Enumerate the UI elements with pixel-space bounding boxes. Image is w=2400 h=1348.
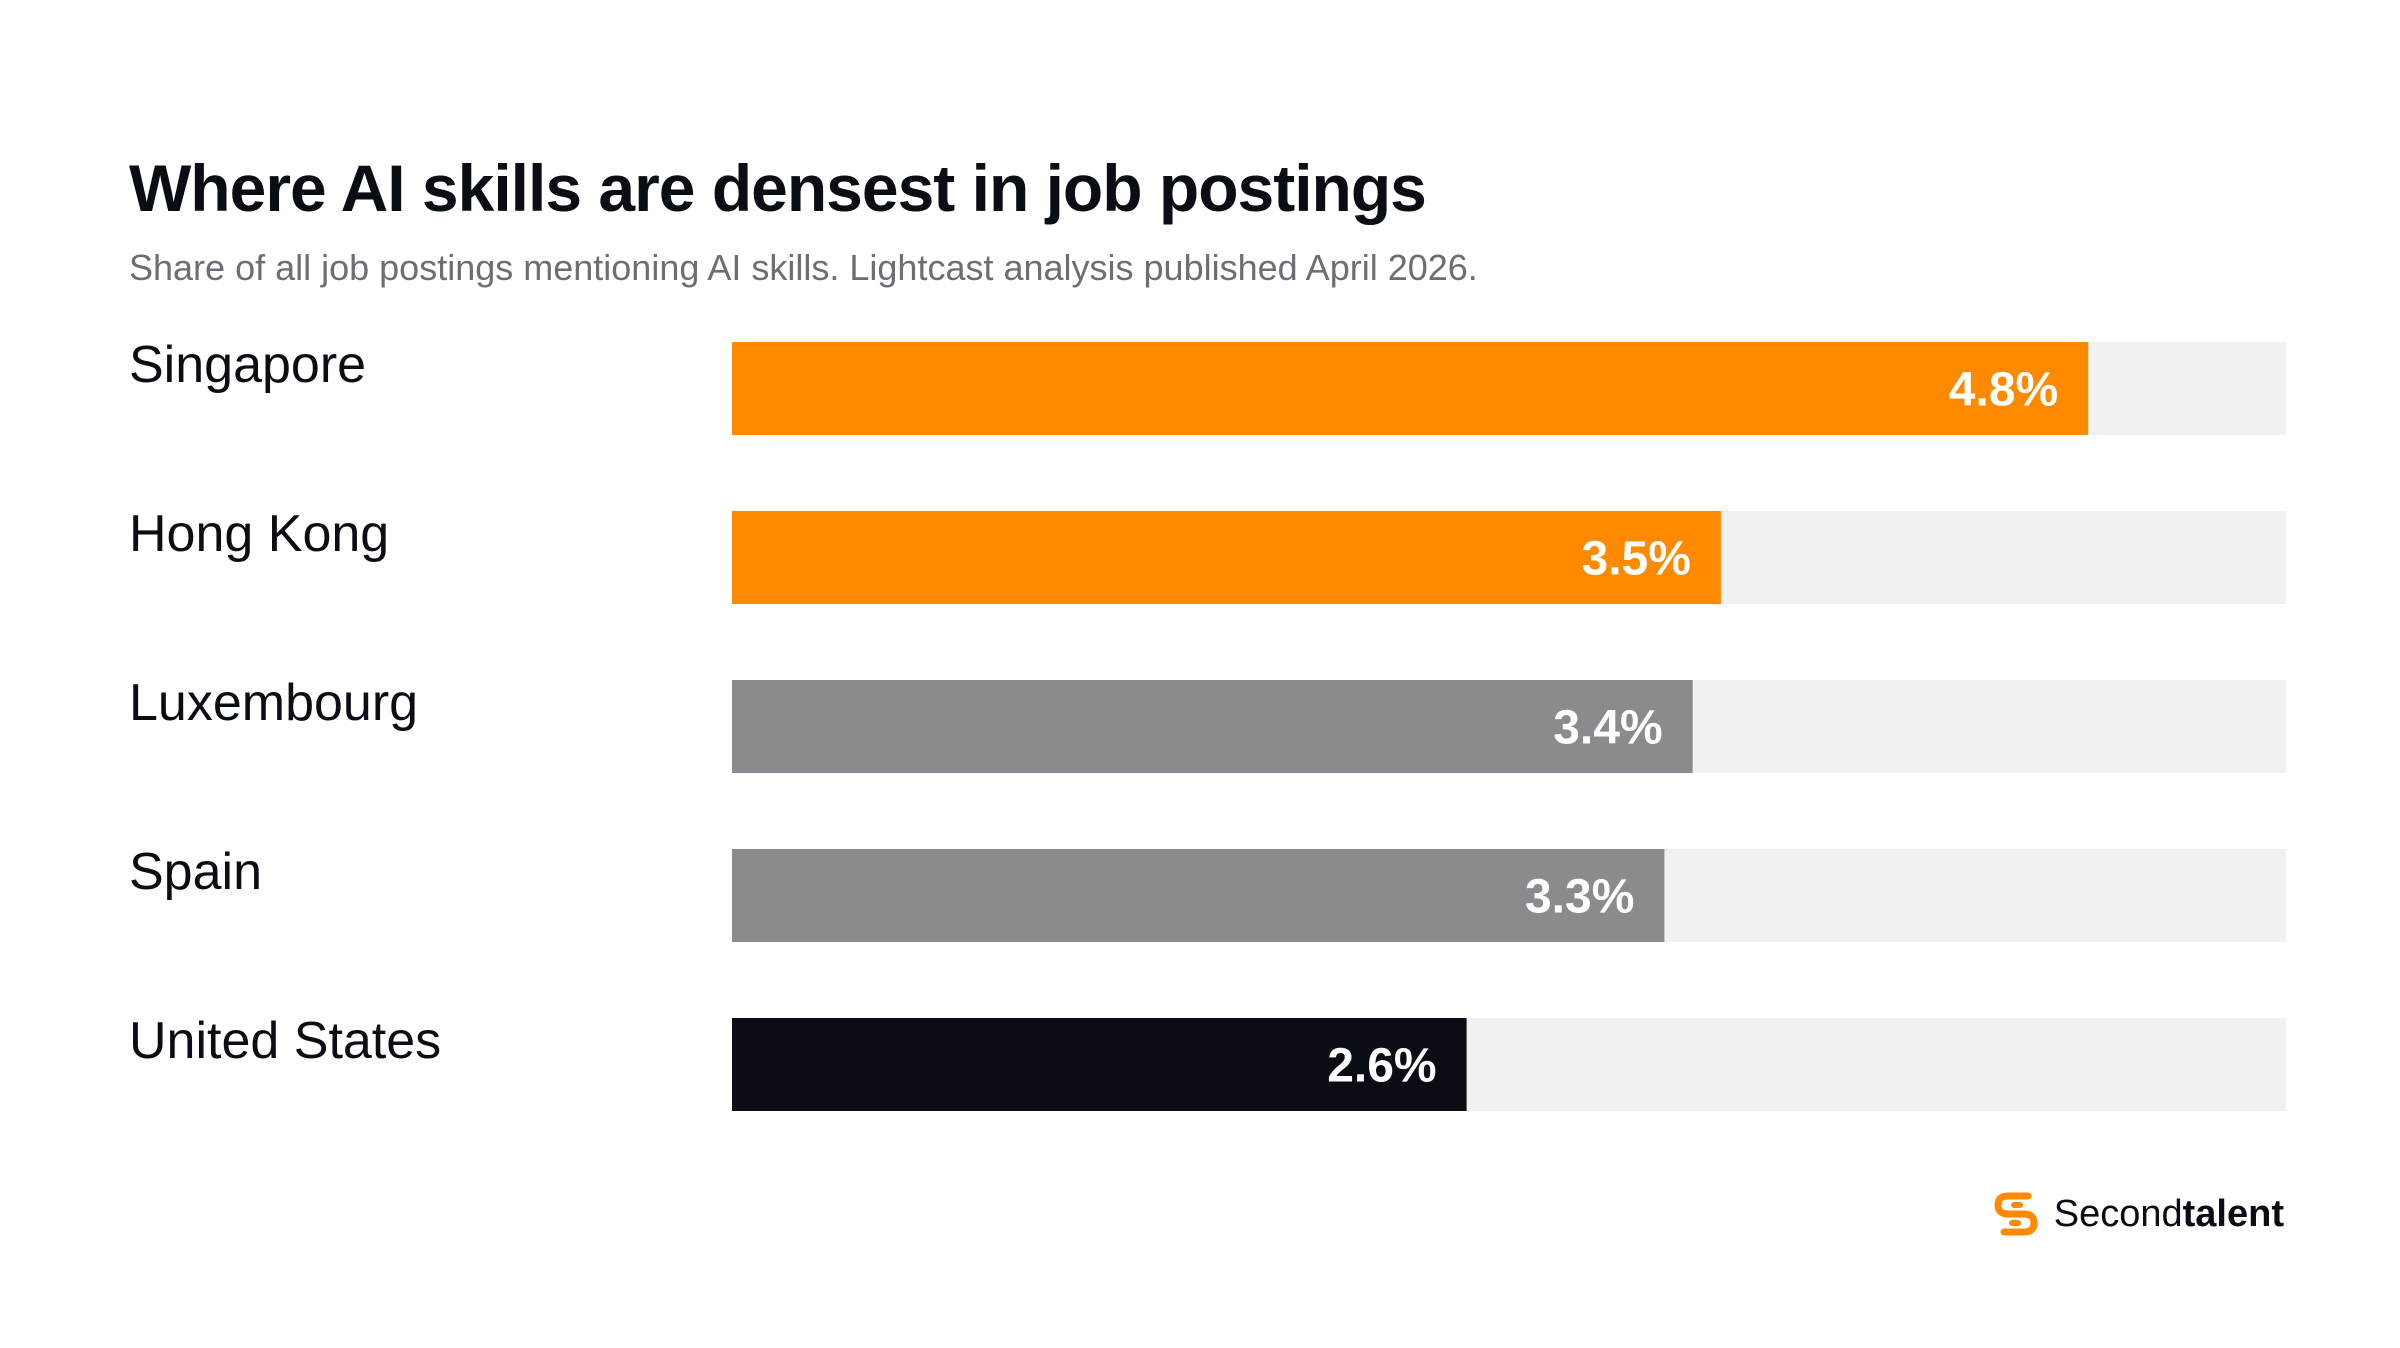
bar-row-spain: Spain 3.3% <box>129 843 2286 942</box>
value-label: 4.8% <box>1949 364 2058 417</box>
brand-logo: Secondtalent <box>1990 1186 2284 1242</box>
category-label: Luxembourg <box>129 674 418 732</box>
value-label: 2.6% <box>1327 1040 1436 1093</box>
bar-row-luxembourg: Luxembourg 3.4% <box>129 674 2286 773</box>
bar <box>732 1018 1467 1111</box>
category-label: Singapore <box>129 336 366 394</box>
chart-title: Where AI skills are densest in job posti… <box>129 151 1427 225</box>
category-label: United States <box>129 1012 441 1070</box>
category-label: Spain <box>129 843 262 901</box>
bar <box>732 342 2089 435</box>
chart-subtitle: Share of all job postings mentioning AI … <box>129 247 1478 288</box>
bar <box>732 680 1693 773</box>
bar-row-hong-kong: Hong Kong 3.5% <box>129 505 2286 604</box>
bar-row-singapore: Singapore 4.8% <box>129 336 2286 435</box>
value-label: 3.3% <box>1525 871 1634 924</box>
brand-name: Secondtalent <box>2053 1192 2284 1235</box>
bar <box>732 511 1721 604</box>
bar-row-united-states: United States 2.6% <box>129 1012 2286 1111</box>
category-label: Hong Kong <box>129 505 389 563</box>
bar <box>732 849 1665 942</box>
secondtalent-logo-icon <box>1994 1192 2038 1236</box>
value-label: 3.5% <box>1582 533 1691 586</box>
value-label: 3.4% <box>1553 702 1662 755</box>
